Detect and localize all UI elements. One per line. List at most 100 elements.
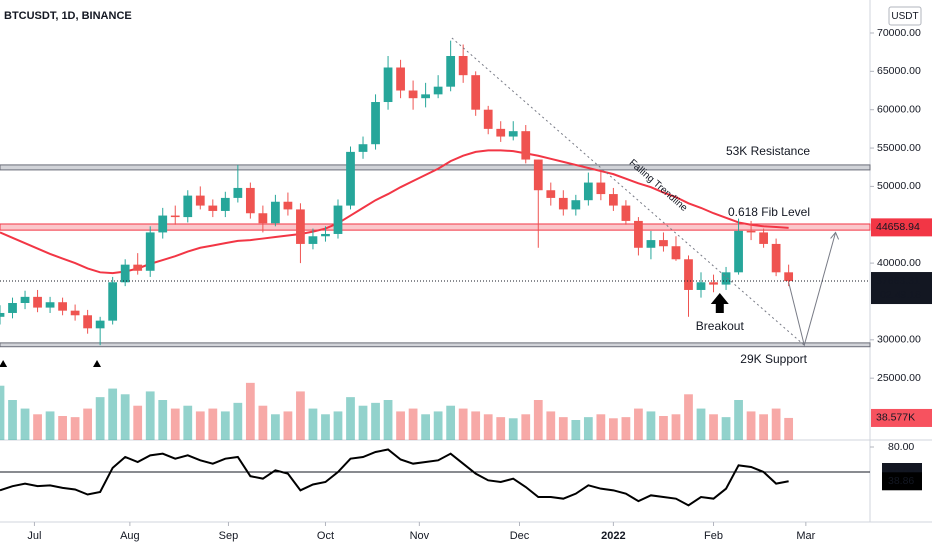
- zone: [0, 223, 871, 231]
- candle-body: [446, 55, 456, 87]
- candle-body: [646, 240, 656, 248]
- volume-bar: [671, 414, 681, 440]
- volume-bar: [646, 411, 656, 440]
- candle-body: [45, 302, 55, 308]
- candle-body: [759, 232, 768, 244]
- volume-bar: [45, 411, 55, 440]
- current-price-box: [871, 272, 932, 305]
- volume-bar: [220, 411, 230, 440]
- x-tick-label: Nov: [410, 530, 430, 542]
- x-tick-label: Mar: [796, 530, 815, 542]
- signal-marker: [0, 360, 8, 367]
- y-tick-label: 60000.00: [877, 103, 921, 115]
- moving-average: [0, 149, 789, 275]
- candle-body: [195, 195, 205, 206]
- zone-label: 29K Support: [740, 352, 807, 366]
- candle-body: [20, 296, 30, 303]
- y-tick-label: 50000.00: [877, 180, 921, 192]
- volume-bar: [308, 408, 318, 440]
- volume-bar: [471, 411, 481, 440]
- volume-bar: [521, 414, 531, 440]
- volume-bar: [721, 417, 731, 440]
- volume-bar: [421, 414, 430, 440]
- volume-bar: [83, 408, 93, 440]
- candle-body: [771, 243, 781, 273]
- volume-bar: [108, 388, 118, 440]
- volume-bar: [233, 402, 243, 440]
- x-tick-label: Sep: [219, 530, 239, 542]
- candle-body: [521, 131, 531, 160]
- candle-body: [0, 312, 5, 317]
- candle-body: [483, 109, 493, 129]
- candle-body: [245, 187, 255, 214]
- volume-bar: [195, 411, 205, 440]
- candle-body: [95, 320, 105, 329]
- y-tick-label: 55000.00: [877, 142, 921, 154]
- x-tick-label: Jul: [27, 530, 41, 542]
- candle-body: [83, 315, 93, 329]
- candle-body: [458, 55, 468, 76]
- volume-bar: [483, 414, 493, 440]
- volume-bar: [508, 418, 518, 440]
- volume-bar: [145, 391, 155, 440]
- countdown-label: 02:49:18: [880, 289, 921, 301]
- candle-body: [558, 197, 568, 210]
- volume-bar: [271, 414, 280, 440]
- candle-body: [333, 205, 343, 234]
- volume-bar: [558, 417, 568, 440]
- candle-body: [746, 230, 756, 233]
- zone: [0, 164, 871, 171]
- signal-marker: [93, 360, 102, 367]
- fib-price-label: 44658.94: [876, 221, 920, 233]
- candle-body: [170, 215, 180, 218]
- volume-bar: [183, 405, 193, 440]
- candle-body: [308, 236, 318, 244]
- candle-body: [696, 282, 706, 290]
- candle-body: [784, 272, 794, 282]
- rsi-tick-label: 80.00: [888, 441, 914, 453]
- candle-body: [734, 230, 743, 273]
- volume-bar: [358, 405, 368, 440]
- breakout-label: Breakout: [696, 319, 745, 333]
- volume-bar: [458, 408, 468, 440]
- candle-body: [583, 182, 593, 201]
- zone-label: 53K Resistance: [726, 144, 810, 158]
- rsi-value-box: [882, 472, 922, 491]
- volume-bar: [321, 414, 330, 440]
- candle-body: [721, 272, 731, 285]
- volume-bar: [258, 405, 268, 440]
- volume-bar: [383, 400, 393, 440]
- candle-body: [358, 144, 368, 152]
- candle-body: [58, 302, 67, 311]
- x-tick-label: Dec: [510, 530, 530, 542]
- volume-bar: [33, 414, 42, 440]
- volume-bar: [734, 400, 743, 440]
- x-tick-label: Aug: [120, 530, 140, 542]
- y-tick-label: 65000.00: [877, 65, 921, 77]
- candle-body: [145, 232, 155, 271]
- y-tick-label: 70000.00: [877, 27, 921, 39]
- candle-body: [546, 190, 556, 198]
- candle-body: [283, 201, 293, 210]
- volume-bar: [621, 417, 631, 440]
- candle-body: [471, 75, 481, 110]
- volume-bar: [533, 400, 543, 440]
- volume-bar: [746, 411, 756, 440]
- volume-bar: [371, 402, 380, 440]
- candle-body: [220, 197, 230, 211]
- volume-bar: [0, 385, 5, 440]
- volume-bar: [684, 394, 693, 440]
- x-tick-label: Oct: [317, 530, 334, 542]
- volume-bar: [634, 408, 643, 440]
- volume-bar: [784, 417, 794, 440]
- volume-bar: [659, 416, 668, 440]
- current-price-label: 37663.31: [876, 275, 920, 287]
- volume-bar: [95, 397, 105, 440]
- volume-bar: [408, 408, 418, 440]
- candle-body: [371, 102, 380, 145]
- candle-body: [621, 205, 631, 221]
- candle-body: [383, 67, 393, 103]
- volume-bar: [133, 405, 143, 440]
- volume-bar: [609, 418, 618, 440]
